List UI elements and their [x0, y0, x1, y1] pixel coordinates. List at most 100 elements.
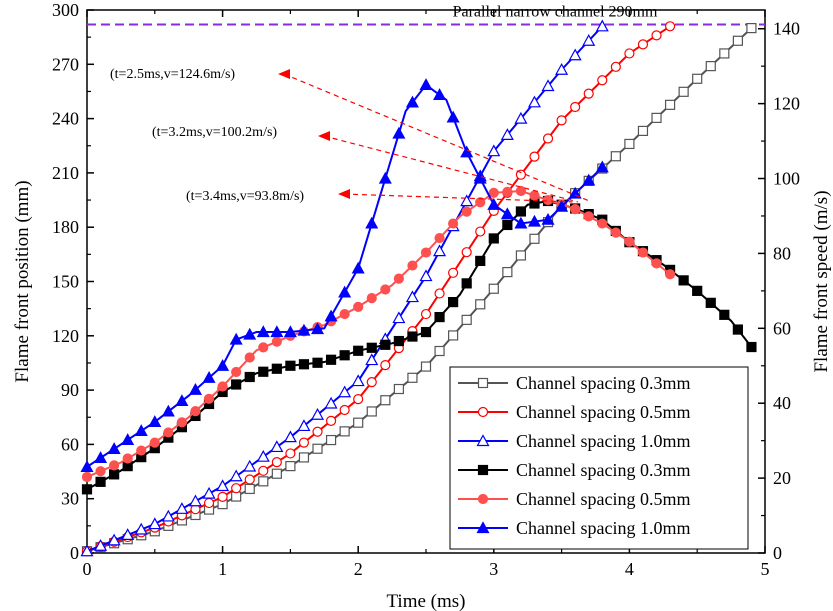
- legend-label: Channel spacing 1.0mm: [516, 431, 690, 451]
- y-right-tick-label: 60: [773, 318, 791, 338]
- data-point: [161, 404, 175, 417]
- data-point: [121, 528, 135, 541]
- legend-label: Channel spacing 0.5mm: [516, 489, 690, 509]
- data-point: [109, 469, 120, 480]
- legend-entry-6: Channel spacing 1.0mm: [458, 518, 690, 538]
- annotation-label: (t=2.5ms,v=124.6m/s): [110, 67, 235, 82]
- data-point: [514, 216, 528, 229]
- data-point: [149, 437, 160, 448]
- data-point: [719, 309, 730, 320]
- data-point: [81, 471, 93, 483]
- data-point: [692, 285, 703, 296]
- data-point: [80, 460, 94, 472]
- data-point: [297, 323, 311, 336]
- data-point: [312, 443, 323, 454]
- data-point: [311, 322, 325, 335]
- data-point: [271, 363, 282, 374]
- annotation-arrowhead: [278, 69, 290, 79]
- series-6: [80, 78, 609, 472]
- data-point: [610, 151, 621, 162]
- data-point: [380, 284, 391, 295]
- data-point: [487, 197, 501, 210]
- data-point: [570, 101, 581, 113]
- data-point: [393, 335, 404, 347]
- annotation-3: (t=3.4ms,v=93.8m/s): [186, 189, 573, 204]
- annotation-label: (t=3.2ms,v=100.2m/s): [152, 125, 277, 140]
- y-left-tick-label: 180: [52, 217, 79, 237]
- data-point: [746, 23, 757, 34]
- y-right-tick-label: 0: [773, 543, 782, 563]
- data-point: [502, 266, 513, 278]
- data-point: [475, 255, 486, 267]
- data-point: [610, 227, 621, 238]
- annotation-arrow-line: [323, 135, 579, 203]
- data-point: [256, 325, 270, 338]
- data-point: [270, 440, 284, 453]
- data-point: [190, 405, 201, 417]
- data-point: [231, 483, 242, 494]
- data-point: [434, 345, 445, 357]
- data-point: [134, 522, 148, 535]
- legend-marker: [477, 406, 489, 418]
- data-point: [597, 75, 608, 86]
- data-point: [651, 30, 662, 41]
- legend-marker: [477, 493, 489, 505]
- data-point: [285, 461, 296, 472]
- data-point: [366, 377, 377, 388]
- data-point: [283, 430, 297, 443]
- data-point: [298, 452, 310, 463]
- data-point: [541, 79, 555, 92]
- data-point: [542, 194, 554, 206]
- data-point: [746, 341, 757, 353]
- data-point: [80, 544, 94, 557]
- data-point: [433, 88, 447, 100]
- data-point: [95, 466, 106, 477]
- data-point: [434, 288, 445, 299]
- data-point: [527, 214, 541, 227]
- data-point: [570, 204, 581, 215]
- data-point: [285, 360, 296, 371]
- data-point: [475, 299, 486, 310]
- legend-box: [449, 366, 749, 550]
- data-point: [664, 21, 676, 32]
- data-point: [597, 218, 608, 229]
- data-point: [529, 233, 540, 244]
- data-point: [203, 393, 215, 404]
- data-point: [392, 311, 406, 324]
- data-point: [407, 372, 418, 383]
- legend-entry-3: Channel spacing 1.0mm: [458, 431, 690, 451]
- data-point: [229, 332, 243, 345]
- data-point: [217, 491, 228, 502]
- data-point: [405, 95, 419, 108]
- y-right-tick-label: 100: [773, 169, 800, 189]
- data-point: [244, 474, 255, 485]
- data-point: [94, 539, 108, 551]
- data-point: [420, 361, 432, 372]
- data-point: [582, 173, 596, 186]
- x-axis-title: Time (ms): [386, 591, 465, 611]
- data-point: [338, 385, 352, 398]
- data-point: [637, 247, 649, 258]
- y-right-tick-label: 140: [773, 19, 800, 39]
- data-point: [298, 359, 310, 370]
- data-point: [339, 350, 350, 361]
- data-point: [339, 308, 350, 320]
- data-point: [460, 145, 474, 158]
- data-point: [529, 151, 540, 162]
- data-point: [175, 394, 189, 407]
- data-point: [366, 342, 377, 353]
- data-point: [678, 275, 689, 286]
- data-point: [258, 476, 269, 487]
- y-left-tick-label: 300: [52, 0, 79, 20]
- data-point: [202, 486, 216, 499]
- legend-marker: [476, 521, 490, 534]
- data-point: [244, 483, 255, 495]
- data-point: [420, 247, 432, 258]
- data-point: [353, 417, 364, 428]
- y-left-tick-label: 90: [61, 380, 79, 400]
- data-point: [243, 459, 257, 472]
- data-point: [353, 345, 364, 356]
- data-point: [161, 509, 175, 522]
- data-point: [380, 339, 391, 350]
